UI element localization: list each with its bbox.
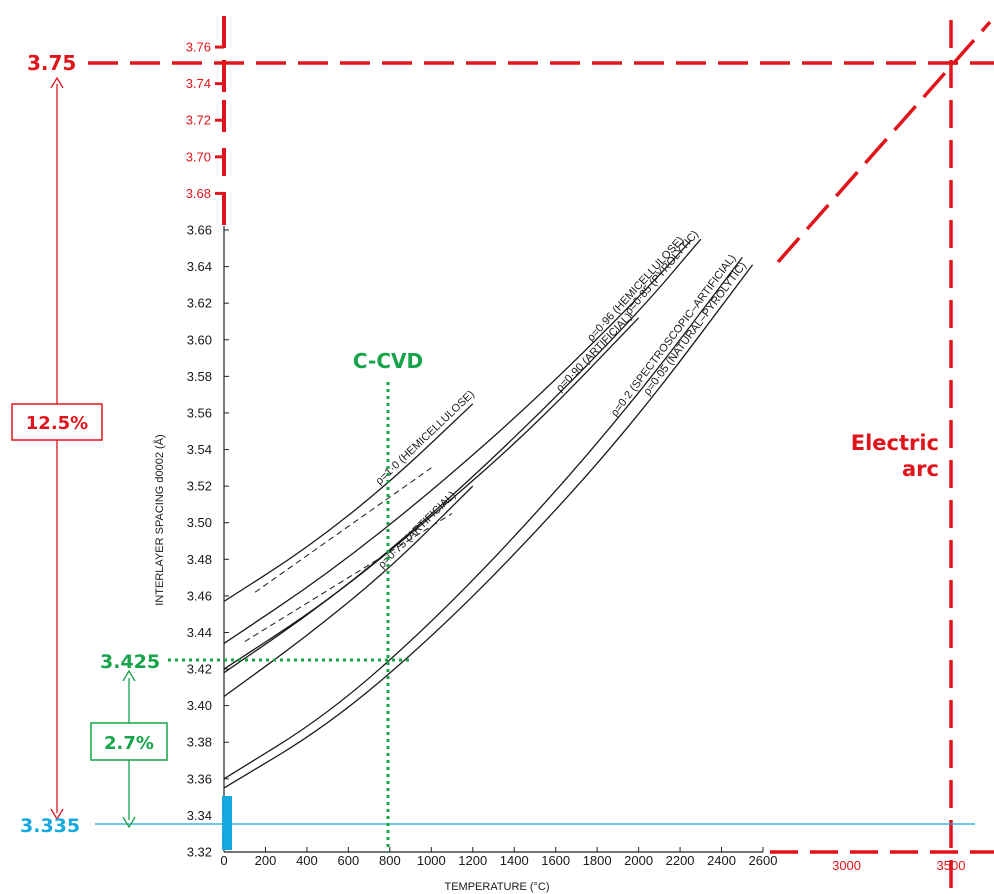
y-tick-label: 3.66 — [187, 223, 212, 238]
curve-line — [223, 240, 691, 644]
y-tick-label: 3.58 — [187, 369, 212, 384]
x-tick-label: 2000 — [624, 853, 653, 868]
arc-label-line2: arc — [902, 457, 939, 481]
y-ext-tick-label: 3.70 — [186, 149, 211, 164]
y-tick-label: 3.54 — [187, 442, 212, 457]
curve-line — [223, 485, 474, 698]
y-tick-label: 3.44 — [187, 625, 212, 640]
y-tick-label: 3.46 — [187, 588, 212, 603]
diagonal-red-dashed-line — [776, 20, 992, 264]
pct-total-label: 12.5% — [26, 413, 88, 434]
y-ext-tick-label: 3.74 — [186, 76, 211, 91]
y-ext-tick-label: 3.76 — [186, 40, 211, 55]
y-tick-label: 3.64 — [187, 259, 212, 274]
x-axis-label: TEMPERATURE (°C) — [444, 881, 549, 893]
curve-line — [223, 317, 640, 670]
axes-layer: 3.32 3.34 3.36 3.38 3.40 3.42 3.44 3.46 3.48 3.50… — [187, 223, 778, 869]
curve-line — [223, 257, 743, 780]
x-tick-label: 400 — [296, 853, 318, 868]
total-range-arrow-head-top — [50, 76, 64, 89]
baseline-blue-marker — [222, 796, 232, 850]
x-tick-label: 600 — [338, 853, 360, 868]
x-ext-tick-label: 3000 — [832, 858, 861, 873]
x-tick-label: 1000 — [417, 853, 446, 868]
cvd-label: C-CVD — [353, 349, 423, 373]
top-value-label: 3.75 — [27, 51, 76, 75]
pct-cvd-label: 2.7% — [104, 733, 154, 754]
x-tick-label: 2200 — [666, 853, 695, 868]
x-tick-label: 800 — [379, 853, 401, 868]
y-tick-label: 3.52 — [187, 479, 212, 494]
dashed-curve — [254, 467, 432, 593]
x-tick-label: 1200 — [458, 853, 487, 868]
curve-label: ρ=0·2 (SPECTROSCOPIC–ARTIFICIAL) — [609, 253, 739, 419]
pct-total-box — [11, 403, 103, 441]
x-tick-label: 200 — [255, 853, 277, 868]
bottom-value-label: 3.335 — [20, 815, 80, 837]
curve-label: ρ=0·90 (ARTIFICIAL) — [554, 311, 635, 394]
y-tick-label: 3.62 — [187, 296, 212, 311]
y-ext-tick-label: 3.68 — [186, 186, 211, 201]
y-tick-label: 3.36 — [187, 771, 212, 786]
curve-line — [223, 264, 754, 789]
dashed-curve — [244, 513, 453, 643]
curve-line — [223, 238, 702, 674]
pct-cvd-box — [90, 722, 168, 761]
x-tick-label: 1800 — [583, 853, 612, 868]
y-tick-label: 3.56 — [187, 405, 212, 420]
x-tick-label: 2600 — [749, 853, 778, 868]
cvd-range-arrow-head-bottom — [122, 816, 136, 829]
y-tick-label: 3.48 — [187, 552, 212, 567]
y-tick-label: 3.60 — [187, 332, 212, 347]
curve-line — [223, 403, 474, 602]
y-tick-label: 3.42 — [187, 662, 212, 677]
total-range-arrow-head-bottom — [50, 808, 64, 821]
y-tick-label: 3.40 — [187, 698, 212, 713]
cvd-range-arrow-head-top — [122, 669, 136, 682]
x-tick-label: 1600 — [541, 853, 570, 868]
y-tick-label: 3.38 — [187, 735, 212, 750]
y-axis-label: INTERLAYER SPACING d0002 (Å) — [153, 434, 166, 605]
x-tick-label: 0 — [220, 853, 227, 868]
curves-layer: ρ=1·0 (HEMICELLULOSE)ρ=0·96 (HEMICELLULO… — [223, 228, 754, 789]
annotations-layer: 3.683.703.723.743.7630003500 — [50, 16, 994, 894]
x-tick-label: 2400 — [707, 853, 736, 868]
y-tick-label: 3.32 — [187, 845, 212, 860]
y-tick-label: 3.50 — [187, 515, 212, 530]
cvd-value-label: 3.425 — [100, 651, 160, 673]
y-tick-label: 3.34 — [187, 808, 212, 823]
arc-label-line1: Electric — [851, 431, 939, 455]
y-ext-tick-label: 3.72 — [186, 113, 211, 128]
x-tick-label: 1400 — [500, 853, 529, 868]
